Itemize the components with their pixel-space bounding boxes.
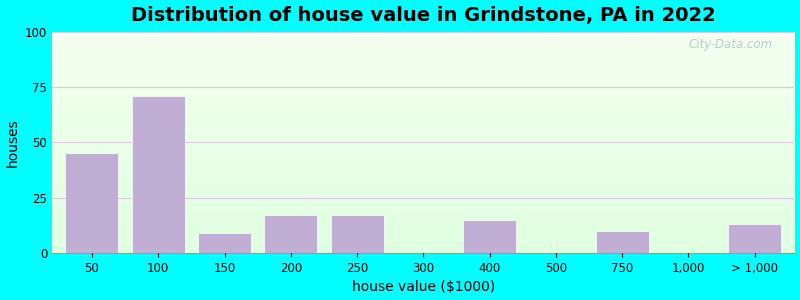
- X-axis label: house value ($1000): house value ($1000): [352, 280, 495, 294]
- Text: City-Data.com: City-Data.com: [688, 38, 772, 51]
- Bar: [198, 233, 251, 253]
- Bar: [132, 96, 185, 253]
- Bar: [463, 220, 516, 253]
- Bar: [66, 153, 118, 253]
- Bar: [596, 231, 649, 253]
- Bar: [330, 215, 383, 253]
- Y-axis label: houses: houses: [6, 118, 19, 166]
- Title: Distribution of house value in Grindstone, PA in 2022: Distribution of house value in Grindston…: [131, 6, 716, 25]
- Bar: [264, 215, 318, 253]
- Bar: [728, 224, 781, 253]
